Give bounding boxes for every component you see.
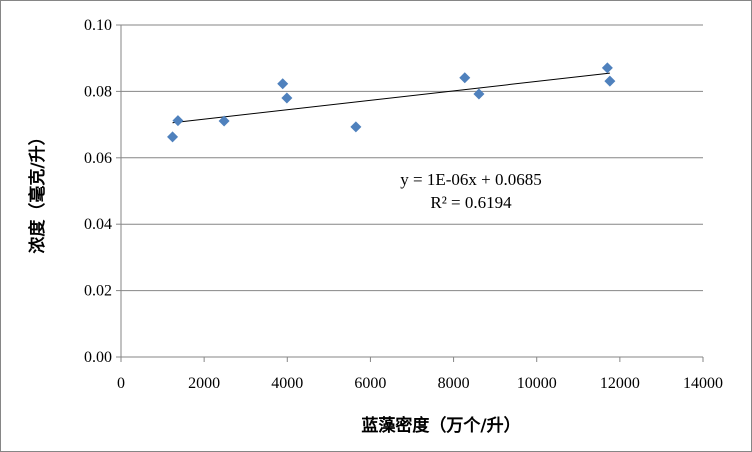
data-point bbox=[473, 88, 485, 100]
y-tick-label: 0.06 bbox=[84, 150, 112, 167]
y-tick-label: 0.08 bbox=[84, 83, 112, 100]
x-tick-label: 0 bbox=[117, 375, 125, 392]
data-point bbox=[601, 62, 613, 74]
trendline-equation: y = 1E-06x + 0.0685 bbox=[400, 170, 541, 189]
y-tick-label: 0.02 bbox=[84, 283, 112, 300]
y-tick-label: 0.10 bbox=[84, 17, 112, 34]
data-point bbox=[350, 121, 362, 133]
data-point bbox=[281, 92, 293, 104]
x-tick-label: 12000 bbox=[600, 375, 640, 392]
data-point bbox=[167, 131, 179, 143]
x-tick-label: 10000 bbox=[517, 375, 557, 392]
trendline-r2: R² = 0.6194 bbox=[430, 193, 512, 212]
trendline bbox=[172, 72, 610, 124]
x-axis-label: 蓝藻密度（万个/升） bbox=[361, 415, 520, 436]
data-point bbox=[604, 75, 616, 87]
x-tick-label: 6000 bbox=[354, 375, 386, 392]
data-point bbox=[459, 72, 471, 84]
x-tick-label: 14000 bbox=[683, 375, 723, 392]
y-axis-label: 浓度（毫克/升） bbox=[27, 128, 48, 253]
data-point bbox=[172, 115, 184, 127]
x-tick-label: 8000 bbox=[438, 375, 470, 392]
data-point bbox=[218, 115, 230, 127]
y-tick-label: 0.00 bbox=[84, 349, 112, 366]
x-tick-label: 2000 bbox=[188, 375, 220, 392]
data-point bbox=[277, 78, 289, 90]
x-tick-label: 4000 bbox=[271, 375, 303, 392]
y-tick-label: 0.04 bbox=[84, 216, 112, 233]
